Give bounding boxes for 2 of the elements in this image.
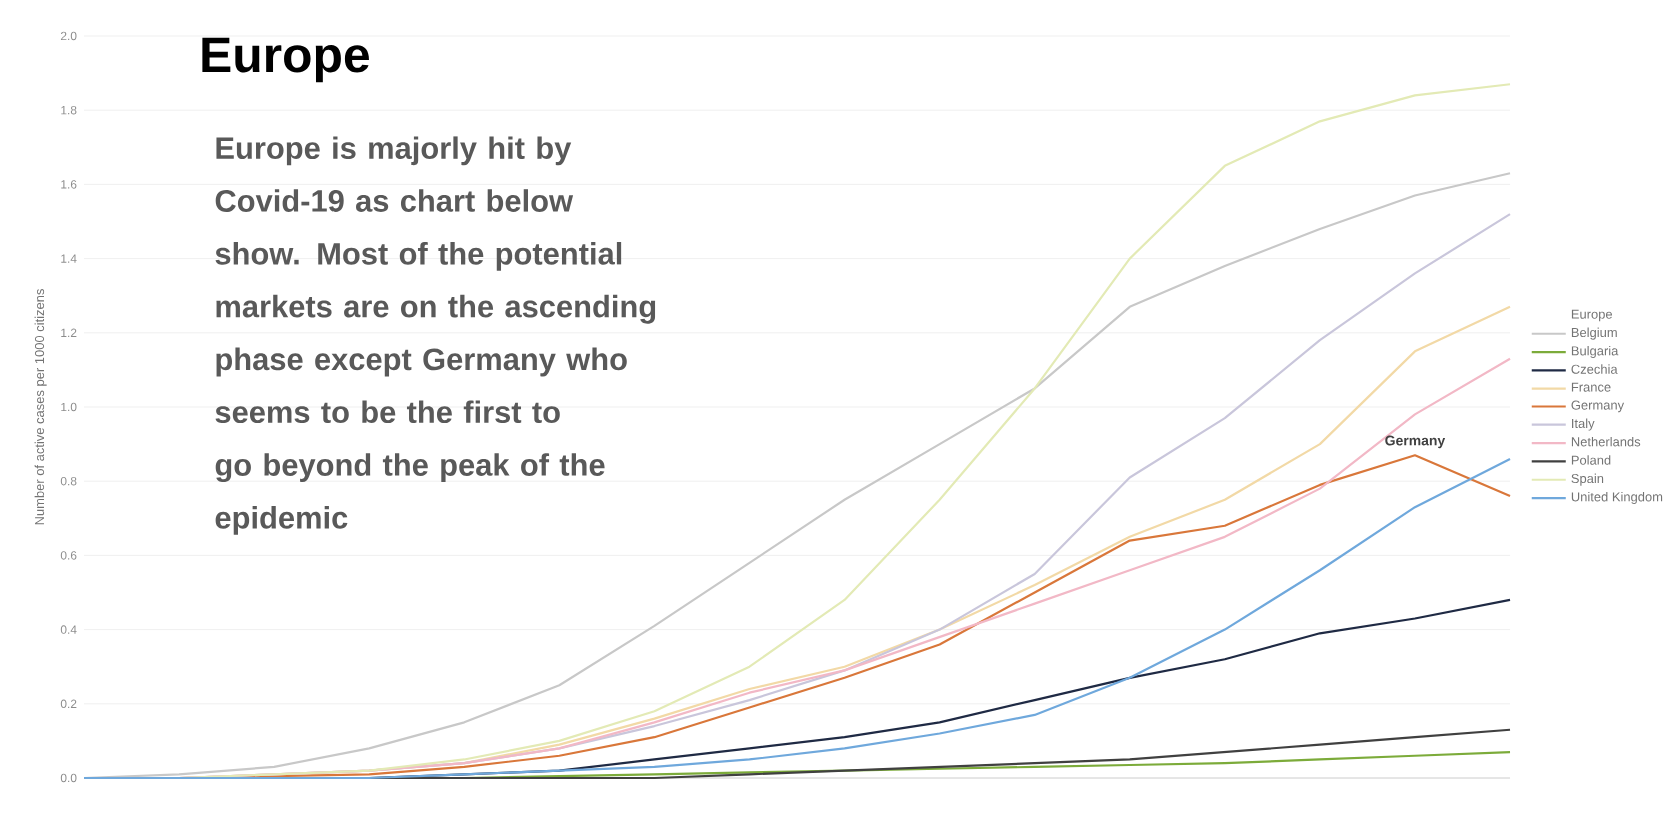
chart-title: Europe — [202, 37, 369, 83]
annotation: Europe is majorly hit by Covid-19 as chart below show. Most of the potential markets are on the ascending phase except Germany who seems to be the first to go beyond the peak of the epidemic — [215, 136, 656, 535]
